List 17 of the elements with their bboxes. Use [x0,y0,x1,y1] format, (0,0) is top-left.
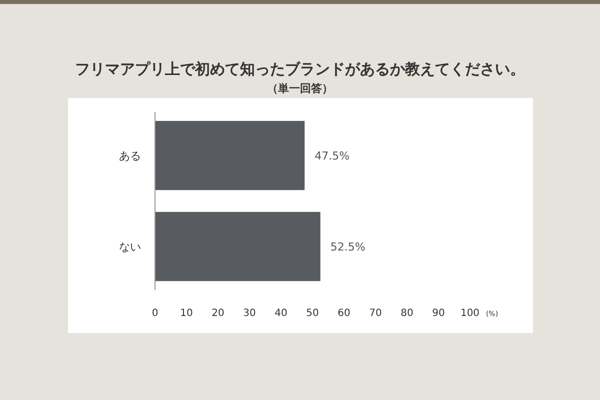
x-tick-label: 70 [369,308,382,319]
x-tick-label: 50 [306,308,319,319]
chart-subtitle: （単一回答） [267,82,333,95]
x-tick-label: 40 [274,308,288,319]
y-tick-label: ない [119,240,141,254]
y-tick-label: ある [119,150,141,162]
text: 52.5% [330,240,366,254]
x-tick-label: 10 [180,308,193,319]
text: 47.5% [314,150,350,162]
x-tick-label: 20 [212,308,224,319]
x-tick-label: 60 [338,308,350,319]
x-tick-label: 30 [243,308,256,319]
x-tick-label: 80 [400,308,414,319]
x-tick-label: 100 [460,308,480,319]
x-tick-label: 90 [432,308,445,319]
x-tick-label: 0 [152,308,158,319]
chart-title: フリマアプリ上で初めて知ったブランドがあるか教えてください。 [75,60,525,78]
